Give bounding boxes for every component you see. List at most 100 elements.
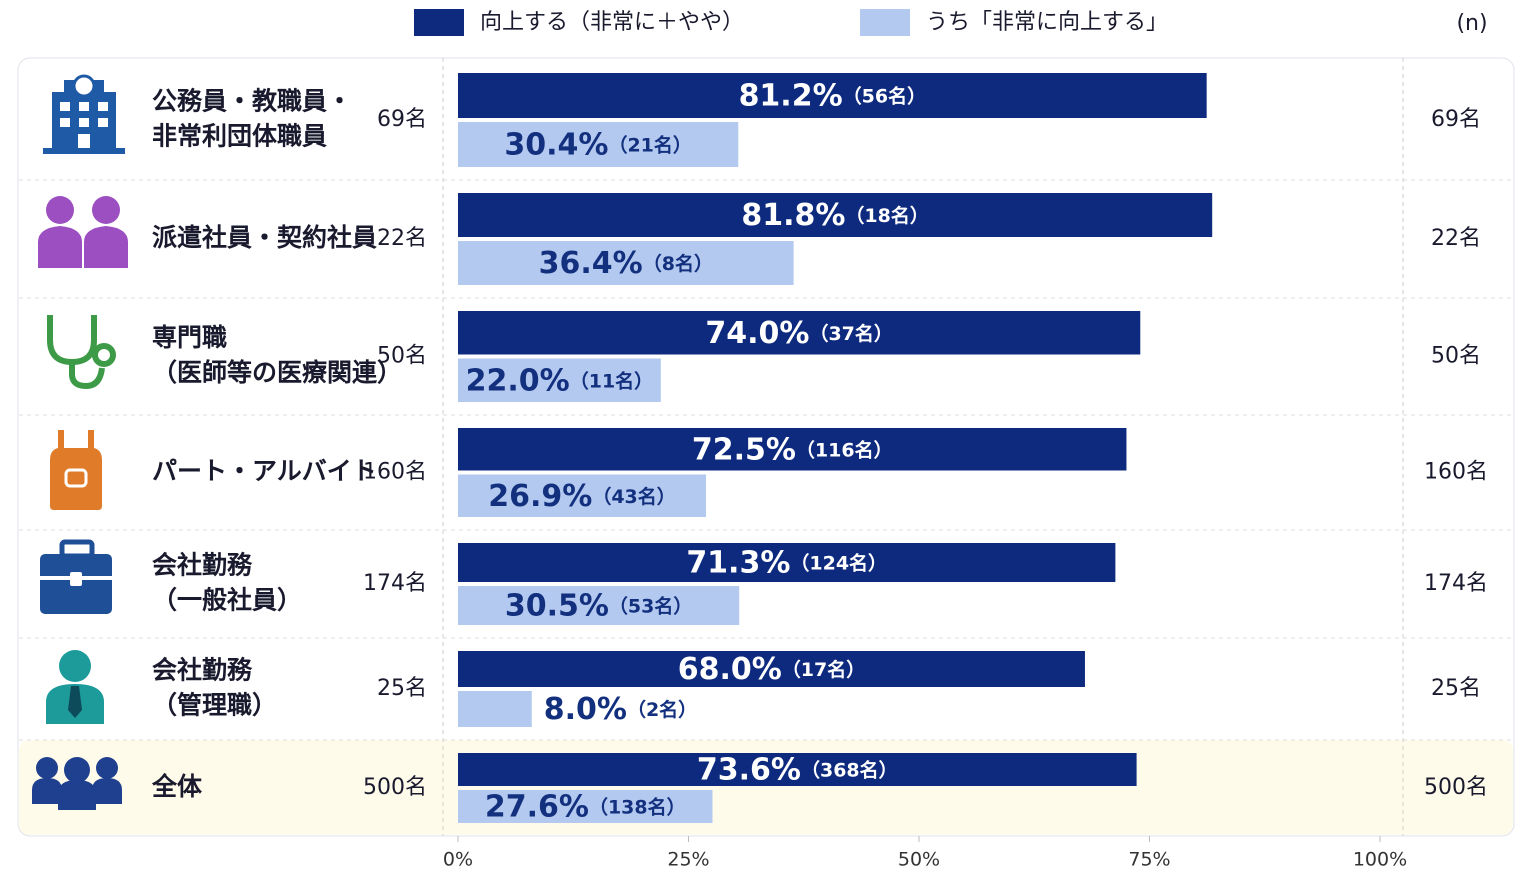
value-label: 36.4%（8名） bbox=[539, 246, 713, 281]
legend-swatch bbox=[860, 9, 910, 36]
value-text: 26.9% bbox=[488, 478, 592, 513]
bar bbox=[458, 790, 713, 823]
bar bbox=[458, 358, 661, 402]
category-label: （医師等の医療関連） bbox=[152, 358, 402, 387]
n-label: 174名 bbox=[1424, 571, 1488, 596]
icons bbox=[32, 74, 128, 810]
n-label: 69名 bbox=[1431, 107, 1481, 132]
n-label: 22名 bbox=[1431, 226, 1481, 251]
group-icon bbox=[32, 757, 122, 810]
value-text: 22.0% bbox=[466, 363, 570, 398]
value-text: 8.0% bbox=[544, 692, 627, 727]
value-text: 72.5% bbox=[692, 432, 796, 467]
count-text: （53名） bbox=[609, 594, 692, 617]
category-label: 会社勤務 bbox=[152, 551, 253, 580]
bar bbox=[458, 428, 1127, 471]
value-label: 74.0%（37名） bbox=[705, 315, 893, 350]
value-text: 71.3% bbox=[686, 545, 790, 580]
value-text: 81.8% bbox=[741, 198, 845, 233]
n-label: 500名 bbox=[1424, 775, 1488, 800]
category-label: パート・アルバイト bbox=[152, 457, 377, 486]
n-label: 69名 bbox=[377, 107, 427, 132]
count-text: （37名） bbox=[809, 321, 892, 344]
category-label: 派遣社員・契約社員 bbox=[152, 223, 377, 252]
n-label: 500名 bbox=[363, 775, 427, 800]
value-label: 27.6%（138名） bbox=[485, 789, 686, 824]
bar bbox=[458, 311, 1141, 355]
value-label: 30.5%（53名） bbox=[505, 588, 693, 623]
count-text: （124名） bbox=[790, 551, 887, 574]
value-label: 30.4%（21名） bbox=[504, 127, 692, 162]
count-text: （116名） bbox=[796, 438, 893, 461]
briefcase-icon bbox=[40, 539, 112, 614]
count-text: （368名） bbox=[801, 758, 898, 781]
x-tick-label: 75% bbox=[1128, 849, 1170, 871]
x-tick-label: 100% bbox=[1353, 849, 1407, 871]
count-text: （43名） bbox=[592, 484, 675, 507]
n-label: 160名 bbox=[363, 460, 427, 485]
n-label: 25名 bbox=[1431, 676, 1481, 701]
x-tick-label: 50% bbox=[898, 849, 940, 871]
category-label: 専門職 bbox=[152, 323, 227, 352]
n-header: (n) bbox=[1456, 11, 1487, 36]
category-label: 全体 bbox=[151, 772, 203, 801]
count-text: （8名） bbox=[643, 252, 713, 275]
legend-label: 向上する（非常に＋やや） bbox=[480, 10, 744, 35]
value-label: 72.5%（116名） bbox=[692, 432, 893, 467]
bar bbox=[458, 122, 739, 167]
x-tick-label: 25% bbox=[667, 849, 709, 871]
value-label: 8.0%（2名） bbox=[544, 692, 697, 727]
legend-label: うち「非常に向上する」 bbox=[926, 10, 1168, 35]
value-text: 30.4% bbox=[504, 127, 608, 162]
count-text: （56名） bbox=[843, 84, 926, 107]
bar bbox=[458, 651, 1085, 687]
bar bbox=[458, 474, 707, 517]
count-text: （138名） bbox=[589, 795, 686, 818]
n-label: 50名 bbox=[1431, 344, 1481, 369]
legend-swatch bbox=[414, 9, 464, 36]
apron-icon bbox=[50, 430, 102, 510]
value-label: 22.0%（11名） bbox=[466, 363, 654, 398]
value-label: 71.3%（124名） bbox=[686, 545, 887, 580]
bar bbox=[458, 586, 740, 625]
n-label: 174名 bbox=[363, 571, 427, 596]
category-label: 公務員・教職員・ bbox=[152, 87, 352, 116]
bar bbox=[458, 193, 1213, 237]
bar bbox=[458, 691, 532, 727]
total-row-bg bbox=[19, 740, 1513, 835]
value-text: 68.0% bbox=[678, 652, 782, 687]
count-text: （17名） bbox=[782, 658, 865, 681]
workers-icon bbox=[38, 196, 128, 268]
value-text: 73.6% bbox=[697, 752, 801, 787]
count-text: （11名） bbox=[570, 369, 653, 392]
value-label: 73.6%（368名） bbox=[697, 752, 898, 787]
manager-icon bbox=[46, 650, 104, 724]
value-label: 26.9%（43名） bbox=[488, 478, 676, 513]
bar bbox=[458, 753, 1137, 786]
value-text: 74.0% bbox=[705, 315, 809, 350]
n-label: 25名 bbox=[377, 676, 427, 701]
value-label: 68.0%（17名） bbox=[678, 652, 866, 687]
value-text: 27.6% bbox=[485, 789, 589, 824]
value-label: 81.2%（56名） bbox=[739, 78, 927, 113]
category-label: （一般社員） bbox=[152, 586, 302, 615]
x-tick-label: 0% bbox=[443, 849, 473, 871]
category-label: 非常利団体職員 bbox=[152, 122, 327, 151]
building-icon bbox=[43, 74, 125, 154]
count-text: （18名） bbox=[845, 204, 928, 227]
n-label: 160名 bbox=[1424, 460, 1488, 485]
stethoscope-icon bbox=[47, 315, 116, 390]
category-label: （管理職） bbox=[152, 691, 277, 720]
value-text: 81.2% bbox=[739, 78, 843, 113]
bar bbox=[458, 543, 1116, 582]
bar bbox=[458, 241, 794, 285]
n-label: 22名 bbox=[377, 226, 427, 251]
n-label: 50名 bbox=[377, 344, 427, 369]
count-text: （2名） bbox=[627, 698, 697, 721]
value-label: 81.8%（18名） bbox=[741, 198, 929, 233]
bar bbox=[458, 73, 1207, 118]
category-label: 会社勤務 bbox=[152, 656, 253, 685]
count-text: （21名） bbox=[608, 133, 691, 156]
value-text: 36.4% bbox=[539, 246, 643, 281]
